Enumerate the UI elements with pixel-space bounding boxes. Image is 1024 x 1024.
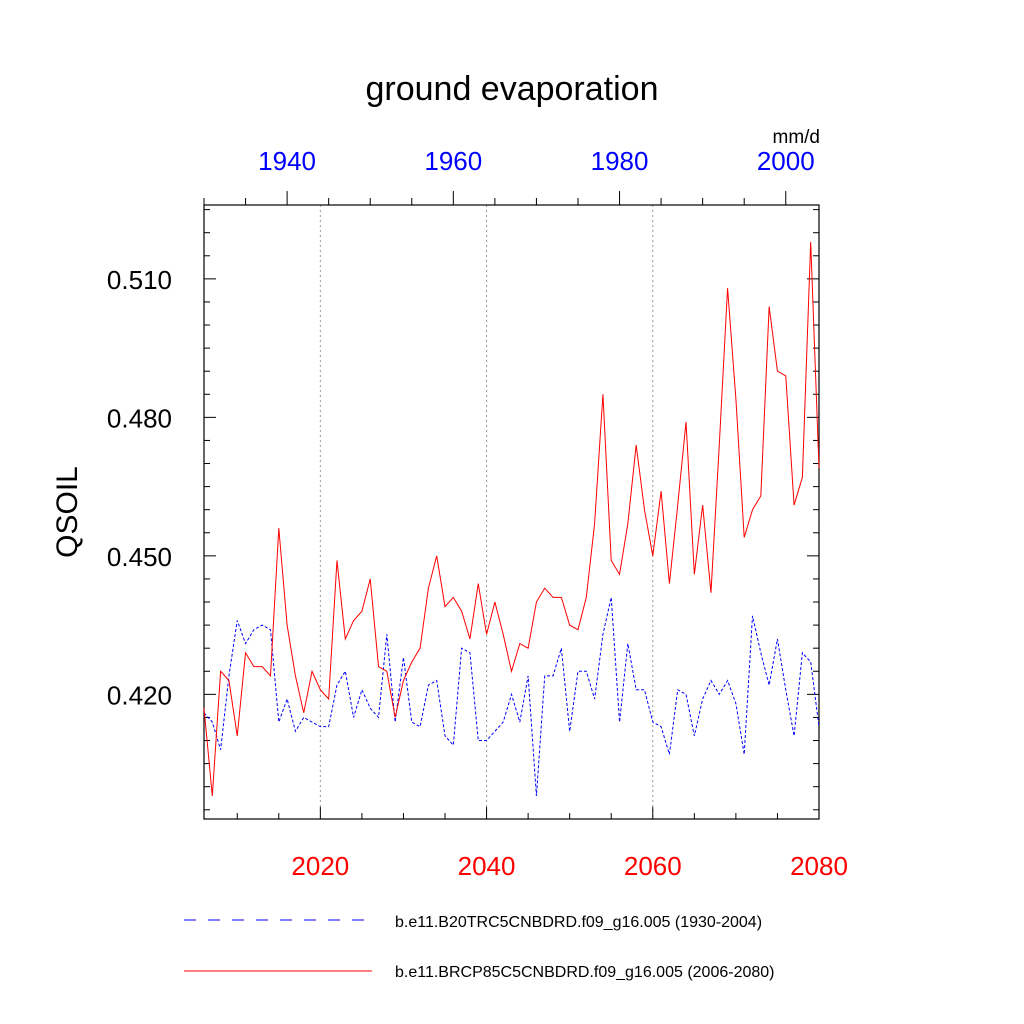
y-axis-label: QSOIL <box>51 466 84 558</box>
series-line-historical <box>203 597 820 796</box>
y-tick-label: 0.480 <box>107 403 172 433</box>
grid-lines <box>319 205 654 819</box>
x-top-tick-label: 2000 <box>757 146 815 176</box>
x-top-tick-labels: 1940 1960 1980 2000 <box>258 146 814 176</box>
y-tick-label: 0.420 <box>107 680 172 710</box>
x-bottom-tick-label: 2040 <box>458 851 516 881</box>
plot-frame <box>203 204 820 820</box>
legend-label-historical: b.e11.B20TRC5CNBDRD.f09_g16.005 (1930-20… <box>395 914 762 931</box>
x-bottom-tick-label: 2020 <box>291 851 349 881</box>
series-lines <box>203 241 820 796</box>
x-bottom-tick-label: 2060 <box>624 851 682 881</box>
x-bottom-tick-label: 2080 <box>790 851 848 881</box>
tick-marks <box>203 191 820 819</box>
x-top-tick-label: 1960 <box>424 146 482 176</box>
units-label: mm/d <box>773 127 821 148</box>
legend: b.e11.B20TRC5CNBDRD.f09_g16.005 (1930-20… <box>184 914 774 981</box>
series-line-rcp85 <box>203 241 820 796</box>
y-tick-labels: 0.420 0.450 0.480 0.510 <box>107 265 172 710</box>
legend-label-rcp85: b.e11.BRCP85C5CNBDRD.f09_g16.005 (2006-2… <box>395 964 774 981</box>
x-top-tick-label: 1980 <box>591 146 649 176</box>
x-top-tick-label: 1940 <box>258 146 316 176</box>
y-tick-label: 0.510 <box>107 265 172 295</box>
chart-title: ground evaporation <box>365 70 658 108</box>
y-tick-label: 0.450 <box>107 542 172 572</box>
x-bottom-tick-labels: 2020 2040 2060 2080 <box>291 851 847 881</box>
